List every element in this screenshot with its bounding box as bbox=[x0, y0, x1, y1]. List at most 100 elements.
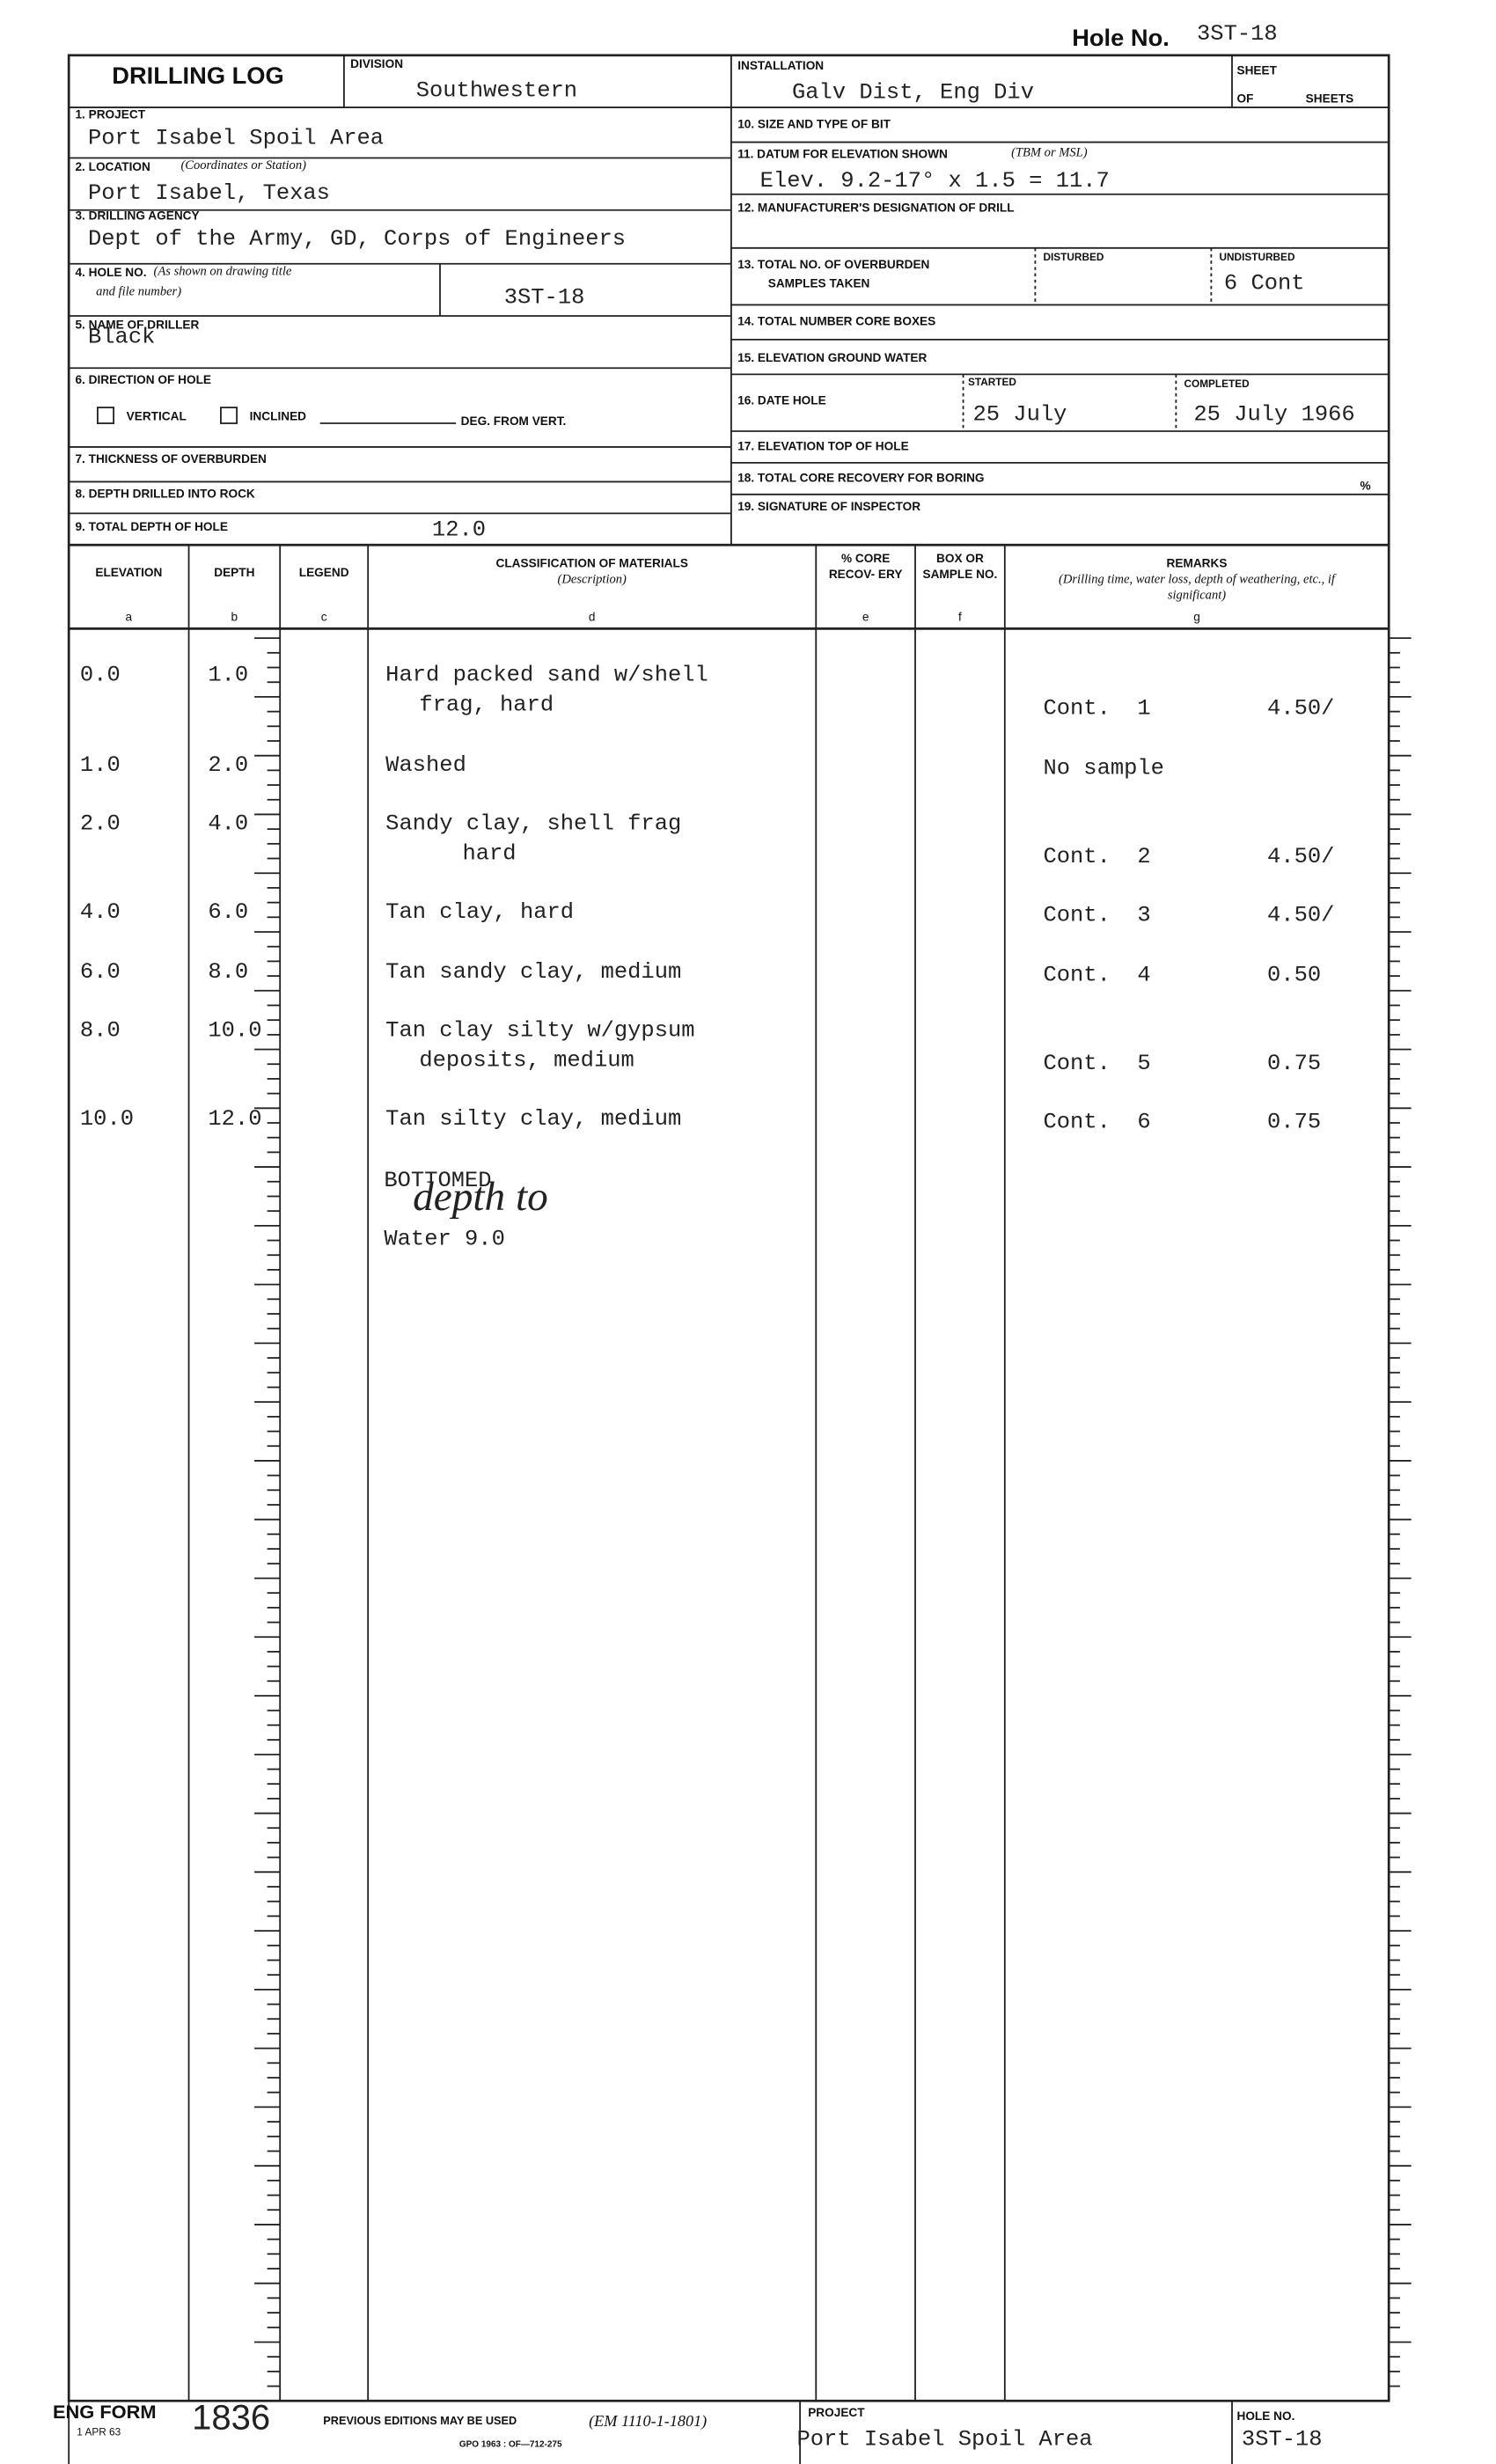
elevation: 0.0 bbox=[79, 663, 121, 689]
column-note: (Description) bbox=[557, 571, 627, 586]
column-letter: c bbox=[320, 609, 327, 624]
remark: Cont. 1 bbox=[1043, 696, 1151, 722]
footer-note: PREVIOUS EDITIONS MAY BE USED bbox=[323, 2416, 517, 2428]
remark-value: 4.50/ bbox=[1267, 696, 1335, 722]
remark: No sample bbox=[1043, 756, 1164, 782]
remark: Cont. 6 bbox=[1043, 1110, 1151, 1136]
column-letter: e bbox=[862, 609, 869, 624]
column-note: (Drilling time, water loss, depth of wea… bbox=[1059, 571, 1335, 602]
depth: 8.0 bbox=[208, 960, 249, 986]
remark-value: 0.50 bbox=[1267, 963, 1322, 989]
value: Black bbox=[88, 325, 156, 351]
label: 7. THICKNESS OF OVERBURDEN bbox=[75, 451, 267, 466]
label-note: (As shown on drawing title bbox=[153, 263, 292, 278]
label: 5. NAME OF DRILLER bbox=[75, 317, 200, 332]
column-letter: d bbox=[588, 609, 596, 624]
column-header: REMARKS bbox=[1166, 555, 1228, 570]
footer-date: 1 APR 63 bbox=[77, 2427, 121, 2439]
handwritten-note: depth to bbox=[413, 1173, 548, 1220]
label: 3. DRILLING AGENCY bbox=[75, 208, 200, 224]
label: 1. PROJECT bbox=[75, 107, 146, 122]
label: HOLE NO. bbox=[1236, 2409, 1295, 2424]
checkbox bbox=[220, 407, 238, 424]
elevation: 2.0 bbox=[79, 811, 121, 838]
elevation: 6.0 bbox=[79, 960, 121, 986]
value: Southwestern bbox=[415, 78, 578, 105]
column-header: ELEVATION bbox=[95, 565, 163, 580]
remark: Cont. 4 bbox=[1043, 963, 1151, 989]
label: SHEET bbox=[1236, 62, 1277, 77]
column-letter: a bbox=[125, 609, 133, 624]
label: 2. LOCATION bbox=[75, 159, 150, 174]
note: Water 9.0 bbox=[384, 1227, 505, 1253]
label: 9. TOTAL DEPTH OF HOLE bbox=[75, 519, 228, 534]
footer-note: GPO 1963 : OF—712-275 bbox=[458, 2440, 562, 2450]
label: VERTICAL bbox=[126, 408, 187, 424]
remark-value: 0.75 bbox=[1267, 1110, 1322, 1136]
value: Elev. 9.2-17° x 1.5 = 11.7 bbox=[759, 169, 1110, 194]
rule bbox=[962, 247, 1213, 432]
depth: 2.0 bbox=[208, 753, 249, 779]
value: 25 July bbox=[972, 402, 1067, 429]
label: 6. DIRECTION OF HOLE bbox=[75, 372, 212, 387]
value: 3ST-18 bbox=[1241, 2427, 1323, 2453]
note: BOTTOMED bbox=[384, 1169, 492, 1194]
depth-ticks bbox=[254, 637, 1412, 2387]
label: COMPLETED bbox=[1184, 378, 1250, 391]
depth: 6.0 bbox=[208, 900, 249, 926]
depth: 1.0 bbox=[208, 663, 249, 689]
label: DIVISION bbox=[350, 56, 404, 71]
column-rule bbox=[187, 545, 1006, 2402]
label: INSTALLATION bbox=[737, 58, 825, 73]
label: 14. TOTAL NUMBER CORE BOXES bbox=[737, 314, 936, 329]
label: 10. SIZE AND TYPE OF BIT bbox=[737, 116, 891, 131]
value: Galv Dist, Eng Div bbox=[792, 80, 1034, 106]
column-header: BOX OR SAMPLE NO. bbox=[922, 551, 998, 582]
column-header: CLASSIFICATION OF MATERIALS bbox=[495, 555, 688, 570]
label: 8. DEPTH DRILLED INTO ROCK bbox=[75, 486, 255, 501]
remark: Cont. 5 bbox=[1043, 1052, 1151, 1078]
label: PROJECT bbox=[808, 2405, 865, 2420]
description: Tan silty clay, medium bbox=[385, 1107, 682, 1133]
label: DISTURBED bbox=[1043, 253, 1104, 264]
value: Port Isabel, Texas bbox=[88, 181, 330, 208]
description: Tan clay, hard bbox=[385, 900, 575, 926]
remark: Cont. 2 bbox=[1043, 845, 1151, 870]
description: Tan sandy clay, medium bbox=[385, 960, 682, 986]
label: UNDISTURBED bbox=[1219, 253, 1295, 264]
label: 15. ELEVATION GROUND WATER bbox=[737, 350, 928, 365]
remark-value: 4.50/ bbox=[1267, 903, 1335, 929]
column-letter: b bbox=[231, 609, 238, 624]
elevation: 8.0 bbox=[79, 1018, 121, 1045]
label-note: (TBM or MSL) bbox=[1011, 145, 1088, 160]
outer-border bbox=[67, 54, 1390, 2402]
elevation: 10.0 bbox=[79, 1107, 135, 1133]
value: 6 Cont bbox=[1223, 271, 1305, 297]
value: Port Isabel Spoil Area bbox=[796, 2427, 1093, 2453]
value: Port Isabel Spoil Area bbox=[88, 126, 385, 152]
description: Tan clay silty w/gypsum bbox=[385, 1018, 695, 1045]
column-letter: f bbox=[958, 609, 962, 624]
elevation: 1.0 bbox=[79, 753, 121, 779]
label: 17. ELEVATION TOP OF HOLE bbox=[737, 438, 909, 454]
depth: 4.0 bbox=[208, 811, 249, 838]
depth: 12.0 bbox=[208, 1107, 262, 1133]
label: INCLINED bbox=[249, 408, 307, 424]
label-note: (Coordinates or Station) bbox=[180, 158, 306, 172]
label: 18. TOTAL CORE RECOVERY FOR BORING bbox=[737, 470, 985, 486]
value: 12.0 bbox=[431, 517, 487, 544]
rule bbox=[799, 2401, 1233, 2464]
label: SHEETS bbox=[1305, 92, 1354, 106]
description: hard bbox=[462, 841, 517, 868]
footer-form-no: 1836 bbox=[192, 2397, 271, 2438]
remark-value: 0.75 bbox=[1267, 1052, 1322, 1078]
label: 16. DATE HOLE bbox=[737, 392, 826, 408]
footer-form: ENG FORM bbox=[53, 2401, 157, 2424]
checkbox bbox=[97, 407, 115, 424]
hole-no: 3ST-18 bbox=[1197, 22, 1278, 48]
description: Sandy clay, shell frag bbox=[385, 811, 682, 838]
value: 3ST-18 bbox=[503, 285, 585, 312]
label: % bbox=[1360, 478, 1371, 494]
